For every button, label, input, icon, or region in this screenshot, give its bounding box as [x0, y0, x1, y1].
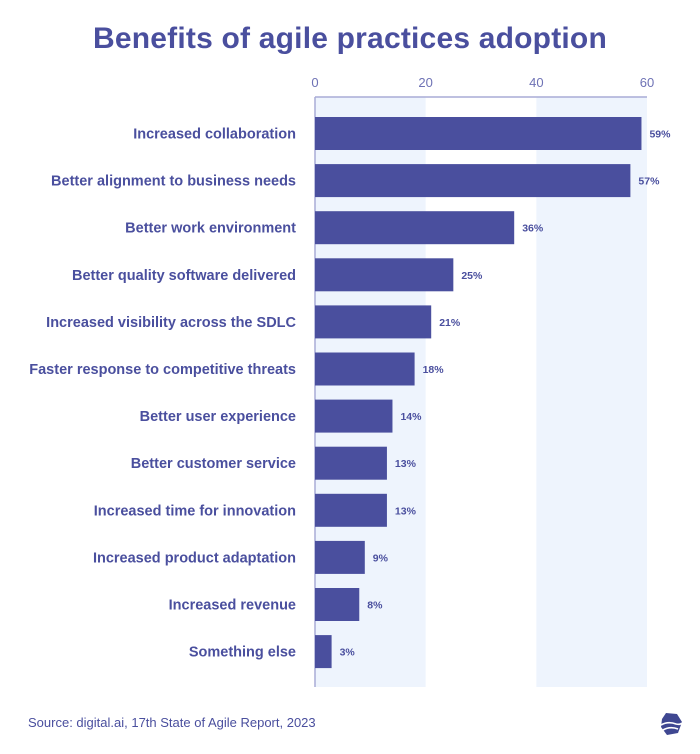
data-label: 13% [395, 458, 417, 470]
data-label: 21% [439, 317, 461, 329]
data-label: 36% [522, 223, 544, 235]
category-label: Faster response to competitive threats [29, 362, 296, 378]
data-label: 59% [649, 129, 671, 141]
bar [315, 635, 332, 669]
data-label: 18% [423, 364, 445, 376]
bar [315, 117, 642, 150]
data-label: 14% [400, 411, 422, 423]
bar [315, 588, 360, 621]
category-label: Increased product adaptation [93, 550, 296, 566]
source-note: Source: digital.ai, 17th State of Agile … [28, 715, 316, 730]
bar [315, 352, 415, 386]
bar [315, 258, 454, 292]
category-label: Better quality software delivered [72, 268, 296, 284]
bar [315, 305, 432, 339]
category-label: Something else [189, 645, 296, 661]
category-label: Increased collaboration [133, 127, 296, 143]
x-tick-label: 40 [529, 75, 543, 90]
category-label: Increased visibility across the SDLC [46, 315, 296, 331]
bar [315, 446, 387, 480]
category-label: Better alignment to business needs [51, 174, 296, 190]
bar [315, 493, 387, 527]
bar [315, 164, 631, 198]
data-label: 25% [461, 270, 483, 282]
data-label: 57% [638, 176, 660, 188]
data-label: 13% [395, 505, 417, 517]
category-label: Increased revenue [169, 598, 296, 614]
data-label: 8% [367, 600, 383, 612]
x-tick-label: 0 [311, 75, 318, 90]
category-label: Better user experience [140, 409, 296, 425]
category-label: Better work environment [125, 221, 296, 237]
digital-ai-logo-icon [660, 713, 683, 735]
bar [315, 211, 515, 245]
chart-title: Benefits of agile practices adoption [93, 22, 607, 55]
bar [315, 540, 365, 574]
x-tick-label: 60 [640, 75, 654, 90]
x-tick-label: 20 [418, 75, 432, 90]
data-label: 9% [373, 552, 389, 564]
category-label: Better customer service [131, 456, 296, 472]
data-label: 3% [340, 647, 356, 659]
category-label: Increased time for innovation [94, 503, 296, 519]
bar [315, 399, 393, 433]
